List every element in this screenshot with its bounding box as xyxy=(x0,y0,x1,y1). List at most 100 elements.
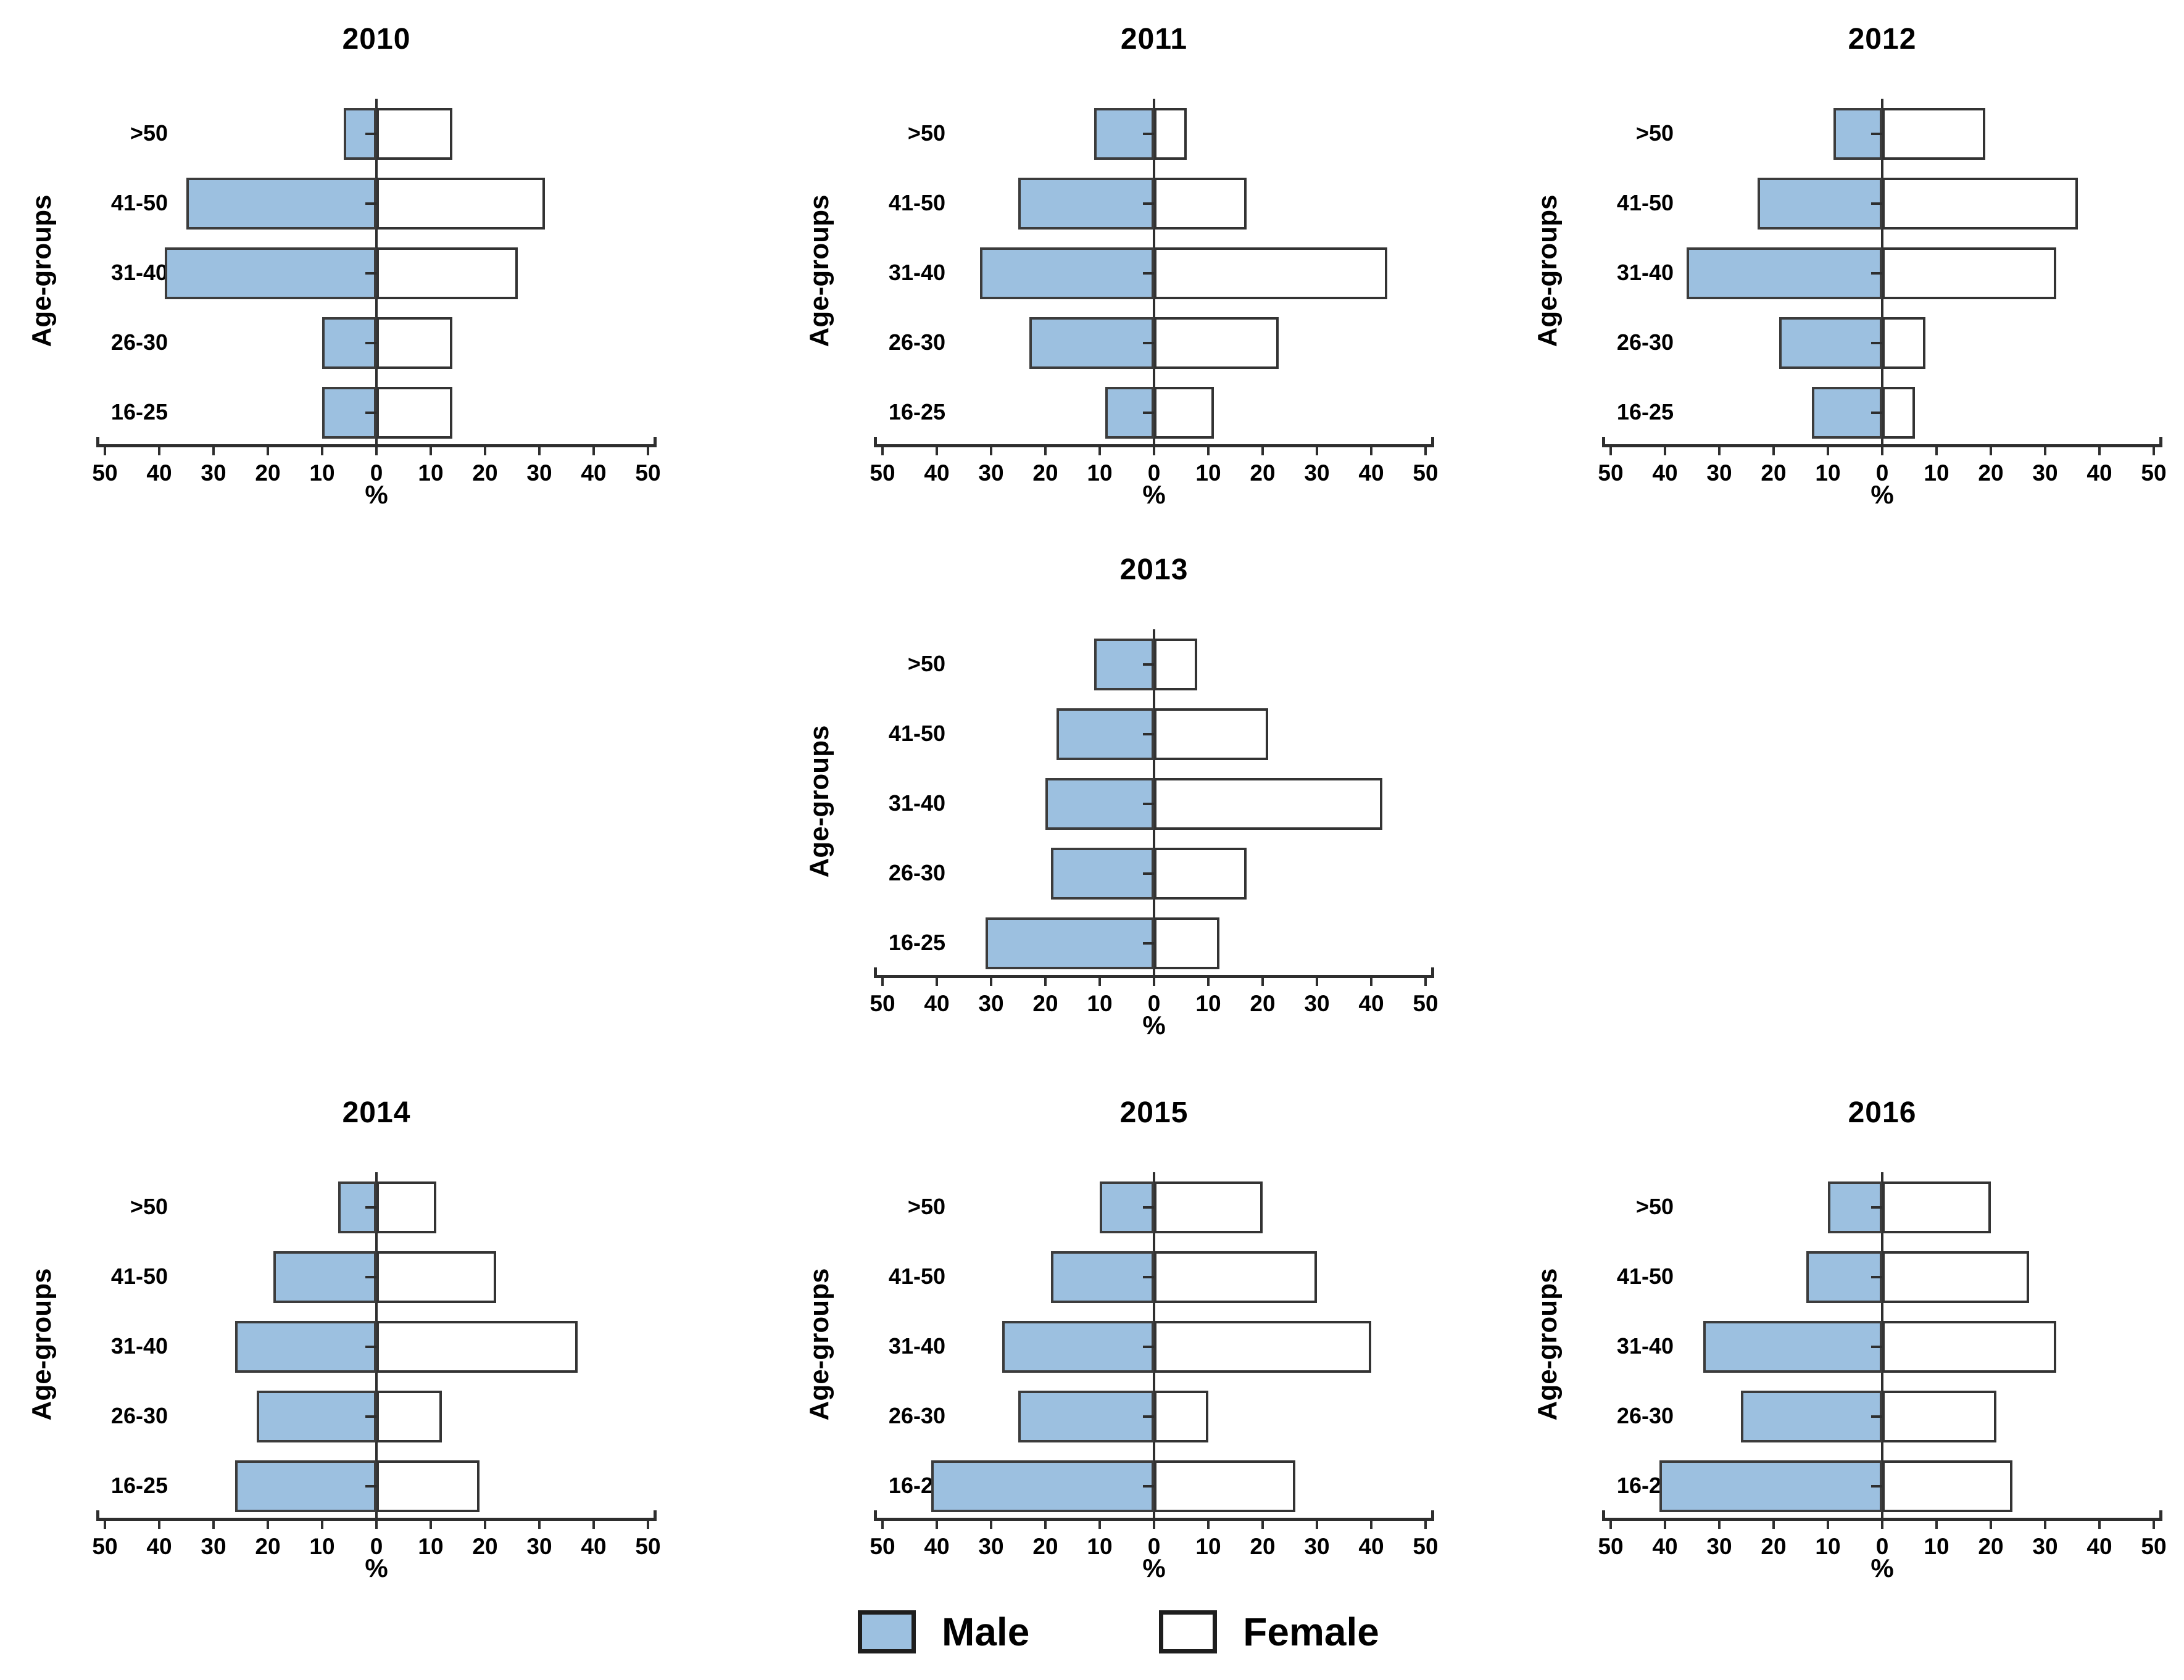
x-axis-tick-label: 20 xyxy=(1250,1534,1276,1559)
x-axis-tick xyxy=(2153,1521,2155,1529)
female-bar xyxy=(1154,247,1388,299)
x-axis-tick-label: 10 xyxy=(1195,460,1221,486)
male-bar xyxy=(1741,1390,1882,1442)
age-group-label: 26-30 xyxy=(888,859,945,885)
male-bar xyxy=(1703,1320,1882,1373)
male-bar xyxy=(1050,847,1154,900)
x-axis-tick-label: 30 xyxy=(526,460,552,486)
x-axis-tick xyxy=(592,447,595,455)
age-group-label: 16-25 xyxy=(888,399,945,424)
female-legend-swatch-icon xyxy=(1159,1610,1218,1653)
x-axis-tick xyxy=(1664,447,1666,455)
x-axis-tick-label: 10 xyxy=(1087,991,1113,1016)
x-axis-tick xyxy=(1261,1521,1264,1529)
age-group-label: 41-50 xyxy=(888,720,945,746)
age-group-label: 31-40 xyxy=(888,790,945,816)
age-group-label: 31-40 xyxy=(110,259,168,285)
female-bar xyxy=(1882,1320,2056,1373)
x-axis-tick xyxy=(1990,447,1992,455)
female-bar xyxy=(1154,708,1268,760)
x-axis-tick xyxy=(484,447,486,455)
row-zero-tick xyxy=(365,202,376,205)
row-zero-tick xyxy=(365,1415,376,1418)
chart-2015: 2015 Age-groups % 50 40 30 20 10 0 10 20 30 40 50 >… xyxy=(802,1086,1456,1592)
x-axis-tick xyxy=(2044,1521,2046,1529)
x-axis-line xyxy=(874,444,1434,447)
age-group-label: 31-40 xyxy=(110,1333,168,1359)
age-group-label: >50 xyxy=(907,650,945,676)
x-axis-tick xyxy=(647,447,649,455)
male-bar xyxy=(1002,1320,1154,1373)
age-group-label: >50 xyxy=(907,120,945,146)
x-axis-label: % xyxy=(1142,1554,1166,1583)
chart-2011: 2011 Age-groups % 50 40 30 20 10 0 10 20 30 40 50 >… xyxy=(802,12,1456,518)
x-axis-tick xyxy=(936,1521,938,1529)
x-axis-tick xyxy=(990,978,992,986)
x-axis-tick xyxy=(1772,447,1775,455)
row-zero-tick xyxy=(1871,1275,1882,1278)
x-axis-tick xyxy=(1772,1521,1775,1529)
x-axis-tick xyxy=(2098,447,2101,455)
x-axis-tick-label: 20 xyxy=(255,1534,281,1559)
male-bar xyxy=(257,1390,376,1442)
x-axis-tick-label: 10 xyxy=(309,460,335,486)
x-axis-line xyxy=(1602,1518,2162,1521)
x-axis-tick xyxy=(104,447,106,455)
row-zero-tick xyxy=(1143,1275,1154,1278)
x-axis-tick-label: 30 xyxy=(978,1534,1004,1559)
x-axis-tick xyxy=(1718,447,1721,455)
x-axis-tick xyxy=(2153,447,2155,455)
male-bar xyxy=(1056,708,1154,760)
x-axis-tick-label: 20 xyxy=(1761,1534,1787,1559)
male-bar xyxy=(1659,1460,1882,1512)
x-axis-tick-label: 10 xyxy=(1195,1534,1221,1559)
x-axis-tick-label: 30 xyxy=(1706,1534,1732,1559)
x-axis-tick-label: 20 xyxy=(1250,460,1276,486)
x-axis-tick xyxy=(936,978,938,986)
x-axis-tick xyxy=(1424,447,1427,455)
x-axis-line xyxy=(96,1518,657,1521)
x-axis-endcap-left xyxy=(96,437,99,444)
x-axis-line xyxy=(874,1518,1434,1521)
male-bar xyxy=(273,1251,376,1303)
x-axis-label: % xyxy=(1871,480,1894,509)
x-axis-tick xyxy=(1370,1521,1372,1529)
female-bar xyxy=(1154,386,1214,439)
x-axis-tick xyxy=(1316,447,1318,455)
x-axis-endcap-left xyxy=(1602,437,1605,444)
x-axis-tick-label: 40 xyxy=(2086,460,2112,486)
x-axis-tick-label: 30 xyxy=(1706,460,1732,486)
age-group-label: 16-25 xyxy=(1616,1472,1674,1498)
x-axis-tick xyxy=(1718,1521,1721,1529)
female-bar xyxy=(1154,317,1279,369)
x-axis-tick xyxy=(592,1521,595,1529)
x-axis-tick-label: 30 xyxy=(1304,991,1330,1016)
x-axis-tick xyxy=(538,1521,541,1529)
x-axis-tick xyxy=(1370,978,1372,986)
x-axis-tick xyxy=(881,978,884,986)
x-axis-line xyxy=(96,444,657,447)
x-axis-tick-label: 20 xyxy=(472,460,498,486)
x-axis-tick-label: 50 xyxy=(92,460,118,486)
x-axis-tick-label: 10 xyxy=(1815,1534,1841,1559)
x-axis-tick-label: 0 xyxy=(1875,1534,1889,1559)
chart-title: 2011 xyxy=(1120,23,1188,56)
x-axis-endcap-right xyxy=(1431,1510,1434,1518)
row-zero-tick xyxy=(1143,271,1154,275)
male-bar xyxy=(1045,777,1154,830)
x-axis-tick-label: 40 xyxy=(1652,460,1678,486)
x-axis-tick xyxy=(430,1521,432,1529)
x-axis-tick xyxy=(990,447,992,455)
female-bar xyxy=(1882,317,1926,369)
x-axis-tick xyxy=(321,447,323,455)
x-axis-endcap-left xyxy=(874,1510,877,1518)
chart-title: 2016 xyxy=(1848,1096,1917,1129)
x-axis-endcap-right xyxy=(2159,437,2162,444)
age-group-label: >50 xyxy=(1635,1193,1674,1219)
female-bar xyxy=(376,1390,442,1442)
chart-2012: 2012 Age-groups % 50 40 30 20 10 0 10 20 30 40 50 >… xyxy=(1530,12,2184,518)
x-axis-tick-label: 40 xyxy=(1652,1534,1678,1559)
male-bar xyxy=(1018,1390,1154,1442)
x-axis-tick-label: 30 xyxy=(1304,1534,1330,1559)
